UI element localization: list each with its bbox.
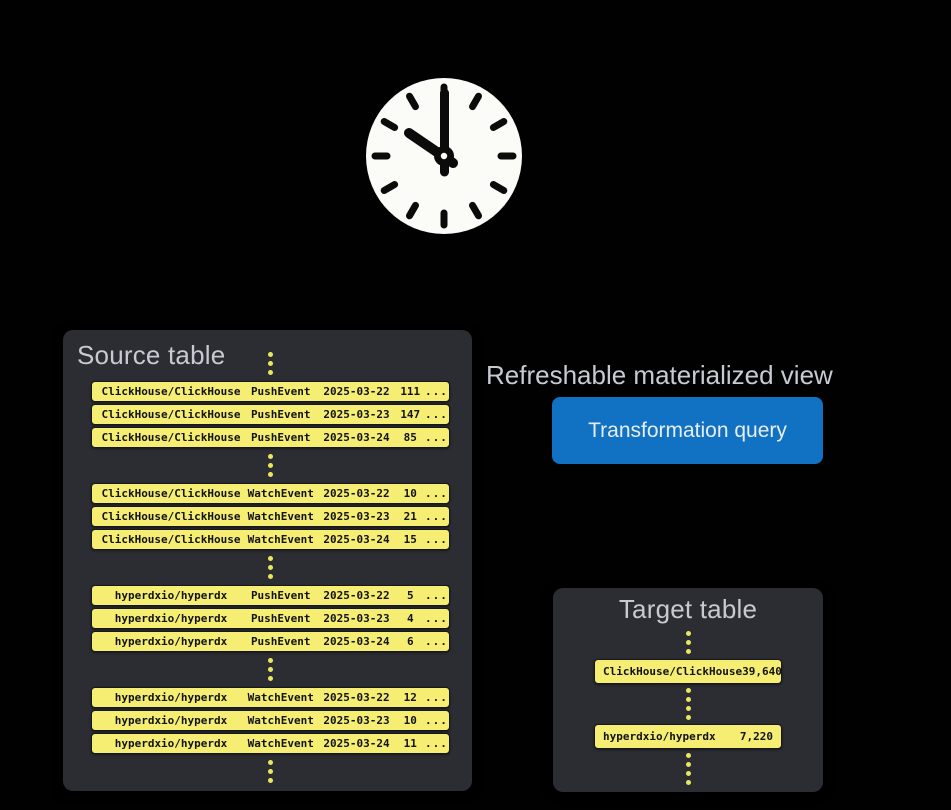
cell-more: ... — [425, 408, 448, 421]
cell-date: 2025-03-24 — [323, 737, 390, 750]
cell-more: ... — [425, 737, 448, 750]
cell-more: ... — [425, 510, 448, 523]
cell-repo: ClickHouse/ClickHouse — [101, 533, 241, 546]
cell-more: ... — [425, 635, 448, 648]
cell-event: PushEvent — [250, 408, 311, 421]
ellipsis-dots — [91, 454, 450, 477]
cell-date: 2025-03-22 — [323, 385, 390, 398]
clock-icon — [366, 78, 522, 234]
cell-count: 10 — [403, 714, 417, 727]
cell-repo: hyperdxio/hyperdx — [114, 691, 228, 704]
cell-repo: hyperdxio/hyperdx — [603, 730, 716, 743]
table-row: ClickHouse/ClickHouse WatchEvent 2025-03… — [91, 506, 450, 527]
source-table-panel: Source table ClickHouse/ClickHouse PushE… — [63, 330, 472, 791]
cell-repo: ClickHouse/ClickHouse — [101, 385, 241, 398]
cell-count: 12 — [403, 691, 417, 704]
table-row: hyperdxio/hyperdx PushEvent 2025-03-22 5… — [91, 585, 450, 606]
table-row: hyperdxio/hyperdx WatchEvent 2025-03-23 … — [91, 710, 450, 731]
ellipsis-dots — [685, 688, 691, 720]
cell-repo: hyperdxio/hyperdx — [114, 714, 228, 727]
cell-count: 15 — [403, 533, 417, 546]
cell-count: 4 — [406, 612, 414, 625]
ellipsis-dots — [91, 352, 450, 375]
cell-event: WatchEvent — [247, 691, 314, 704]
cell-date: 2025-03-23 — [323, 612, 390, 625]
cell-count: 11 — [403, 737, 417, 750]
ellipsis-dots — [685, 753, 691, 785]
source-row-group: hyperdxio/hyperdx PushEvent 2025-03-22 5… — [91, 585, 450, 652]
cell-event: PushEvent — [250, 635, 311, 648]
cell-repo: hyperdxio/hyperdx — [114, 589, 228, 602]
source-row-group: ClickHouse/ClickHouse PushEvent 2025-03-… — [91, 381, 450, 448]
cell-more: ... — [425, 487, 448, 500]
ellipsis-dots — [91, 658, 450, 681]
cell-more: ... — [425, 431, 448, 444]
transformation-query-button[interactable]: Transformation query — [552, 397, 823, 464]
cell-repo: ClickHouse/ClickHouse — [101, 510, 241, 523]
cell-count: 111 — [400, 385, 421, 398]
cell-repo: hyperdxio/hyperdx — [114, 635, 228, 648]
table-row: ClickHouse/ClickHouse 39,640 — [594, 659, 782, 684]
ellipsis-dots — [91, 556, 450, 579]
cell-event: WatchEvent — [247, 737, 314, 750]
cell-repo: ClickHouse/ClickHouse — [603, 665, 743, 678]
cell-event: PushEvent — [250, 612, 311, 625]
cell-repo: ClickHouse/ClickHouse — [101, 408, 241, 421]
cell-count: 10 — [403, 487, 417, 500]
table-row: hyperdxio/hyperdx PushEvent 2025-03-23 4… — [91, 608, 450, 629]
table-row: hyperdxio/hyperdx PushEvent 2025-03-24 6… — [91, 631, 450, 652]
cell-count: 21 — [403, 510, 417, 523]
cell-event: WatchEvent — [247, 714, 314, 727]
cell-date: 2025-03-23 — [323, 714, 390, 727]
cell-count: 85 — [403, 431, 417, 444]
table-row: hyperdxio/hyperdx WatchEvent 2025-03-22 … — [91, 687, 450, 708]
cell-more: ... — [425, 612, 448, 625]
cell-count: 147 — [400, 408, 421, 421]
cell-more: ... — [425, 691, 448, 704]
cell-count: 6 — [406, 635, 414, 648]
table-row: ClickHouse/ClickHouse PushEvent 2025-03-… — [91, 404, 450, 425]
cell-repo: ClickHouse/ClickHouse — [101, 487, 241, 500]
cell-more: ... — [425, 385, 448, 398]
cell-more: ... — [425, 589, 448, 602]
table-row: ClickHouse/ClickHouse PushEvent 2025-03-… — [91, 427, 450, 448]
cell-date: 2025-03-22 — [323, 691, 390, 704]
cell-more: ... — [425, 714, 448, 727]
ellipsis-dots — [685, 631, 691, 654]
table-row: ClickHouse/ClickHouse WatchEvent 2025-03… — [91, 529, 450, 550]
cell-total: 39,640 — [742, 665, 782, 678]
source-row-group: hyperdxio/hyperdx WatchEvent 2025-03-22 … — [91, 687, 450, 754]
cell-event: WatchEvent — [247, 533, 314, 546]
table-row: hyperdxio/hyperdx WatchEvent 2025-03-24 … — [91, 733, 450, 754]
cell-repo: ClickHouse/ClickHouse — [101, 431, 241, 444]
cell-count: 5 — [406, 589, 414, 602]
source-table-title: Source table — [77, 340, 226, 370]
target-table-title: Target table — [618, 594, 758, 624]
cell-date: 2025-03-24 — [323, 533, 390, 546]
table-row: hyperdxio/hyperdx 7,220 — [594, 724, 782, 749]
ellipsis-dots — [91, 760, 450, 783]
cell-total: 7,220 — [739, 730, 773, 743]
cell-event: PushEvent — [250, 589, 311, 602]
table-row: ClickHouse/ClickHouse WatchEvent 2025-03… — [91, 483, 450, 504]
cell-date: 2025-03-23 — [323, 510, 390, 523]
cell-date: 2025-03-24 — [323, 635, 390, 648]
cell-event: WatchEvent — [247, 510, 314, 523]
cell-repo: hyperdxio/hyperdx — [114, 737, 228, 750]
cell-more: ... — [425, 533, 448, 546]
cell-date: 2025-03-22 — [323, 487, 390, 500]
source-row-group: ClickHouse/ClickHouse WatchEvent 2025-03… — [91, 483, 450, 550]
table-row: ClickHouse/ClickHouse PushEvent 2025-03-… — [91, 381, 450, 402]
source-rows-column: ClickHouse/ClickHouse PushEvent 2025-03-… — [91, 352, 450, 783]
cell-repo: hyperdxio/hyperdx — [114, 612, 228, 625]
materialized-view-title: Refreshable materialized view — [486, 360, 833, 390]
cell-event: PushEvent — [250, 385, 311, 398]
cell-date: 2025-03-24 — [323, 431, 390, 444]
cell-date: 2025-03-22 — [323, 589, 390, 602]
cell-event: WatchEvent — [247, 487, 314, 500]
target-table-panel: Target table ClickHouse/ClickHouse 39,64… — [553, 588, 823, 792]
cell-event: PushEvent — [250, 431, 311, 444]
cell-date: 2025-03-23 — [323, 408, 390, 421]
